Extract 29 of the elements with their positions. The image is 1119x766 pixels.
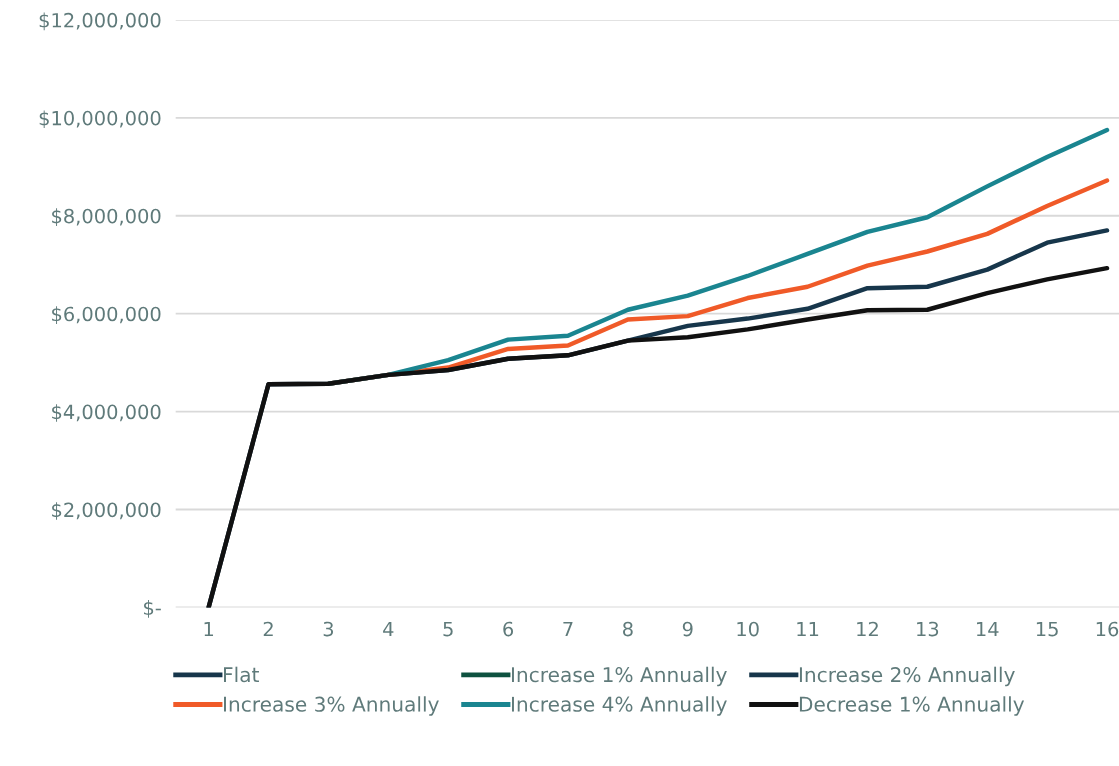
x-tick-label: 10	[737, 621, 759, 637]
x-tick-label: 15	[1036, 621, 1058, 637]
legend-label: Decrease 1% Annually	[799, 696, 1025, 716]
x-tick-label: 13	[917, 621, 939, 637]
legend-label: Increase 4% Annually	[511, 696, 727, 716]
x-tick-label: 12	[857, 621, 878, 637]
x-tick-label: 4	[383, 621, 394, 637]
x-tick-label: 1	[204, 621, 214, 637]
y-tick-label: $4,000,000	[52, 404, 161, 422]
x-tick-label: 11	[797, 621, 819, 637]
x-tick-label: 9	[682, 621, 693, 637]
legend-label: Flat	[224, 666, 259, 683]
x-tick-label: 7	[563, 621, 573, 637]
y-tick-label: $6,000,000	[52, 306, 161, 324]
legend-label: Increase 2% Annually	[799, 666, 1015, 687]
x-tick-label: 3	[323, 621, 334, 637]
x-tick-label: 8	[623, 621, 633, 637]
y-tick-label: $10,000,000	[39, 110, 161, 129]
x-tick-label: 2	[263, 621, 273, 637]
y-tick-label: $-	[144, 600, 161, 618]
legend-label: Increase 1% Annually	[511, 666, 727, 687]
y-tick-label: $2,000,000	[52, 502, 161, 520]
y-tick-label: $8,000,000	[52, 208, 161, 226]
x-tick-label: 16	[1096, 621, 1119, 637]
x-tick-label: 5	[443, 621, 453, 637]
x-tick-label: 14	[977, 621, 999, 637]
x-tick-label: 6	[503, 621, 514, 637]
legend-label: Increase 3% Annually	[224, 696, 439, 716]
y-tick-label: $12,000,000	[39, 12, 161, 31]
